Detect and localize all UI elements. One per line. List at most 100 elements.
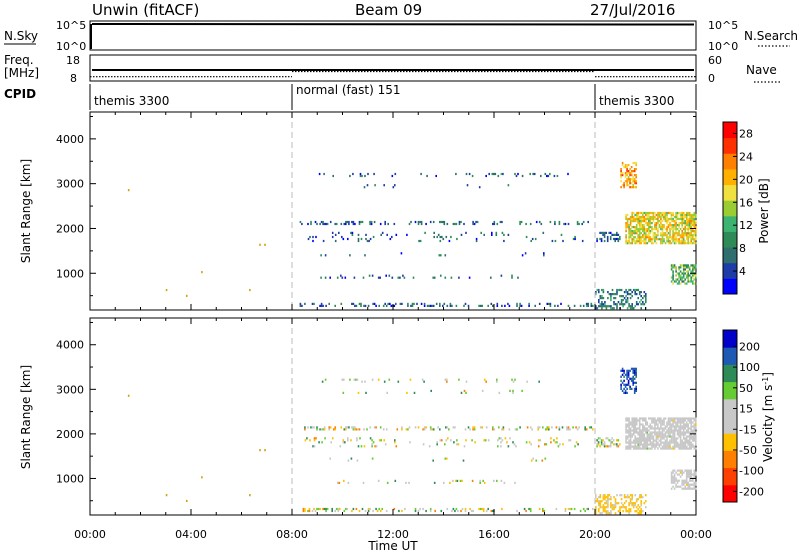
velocity-ylabel: Slant Range [km] — [19, 365, 33, 469]
power-colorbar-swatch-10 — [723, 122, 737, 139]
power-colorbar-swatch-8 — [723, 153, 737, 170]
power-colorbar-swatch-4 — [723, 215, 737, 232]
power-colorbar-swatch-6 — [723, 184, 737, 201]
velocity-ytick-0: 1000 — [56, 472, 84, 485]
nave-tick-bottom: 0 — [708, 72, 715, 85]
power-region-1 — [625, 211, 697, 245]
power-colorbar-swatch-1 — [723, 262, 737, 279]
power-ytick-3: 4000 — [56, 133, 84, 146]
power-region-4 — [299, 220, 589, 226]
velocity-colorbar-tick-7: -200 — [739, 485, 764, 498]
power-colorbar-swatch-2 — [723, 247, 737, 264]
freq-unit: [MHz] — [4, 66, 39, 80]
velocity-colorbar-swatch-0 — [723, 484, 737, 503]
power-colorbar: 4 8 12 16 20 24 28 — [722, 121, 753, 295]
velocity-colorbar-tick-4: -15 — [739, 423, 757, 436]
power-colorbar-swatch-5 — [723, 200, 737, 217]
velocity-region-3 — [596, 437, 621, 448]
power-region-2 — [620, 161, 637, 189]
velocity-panel: 1000 2000 3000 4000 Slant Range [km] 200 100… — [19, 317, 776, 516]
velocity-colorbar-tick-3: 15 — [739, 403, 753, 416]
nsky-series — [91, 23, 695, 26]
velocity-ytick-3: 4000 — [56, 339, 84, 352]
velocity-region-4 — [304, 426, 594, 431]
power-region-7 — [318, 172, 569, 178]
time-tick-5: 20:00 — [579, 528, 611, 541]
velocity-colorbar-label: Velocity [m s-1] — [761, 372, 776, 462]
velocity-region-10 — [329, 457, 547, 462]
power-region-9 — [320, 274, 519, 279]
velocity-ytick-1: 2000 — [56, 428, 84, 441]
velocity-colorbar-tick-6: -100 — [739, 465, 764, 478]
velocity-ytick-2: 3000 — [56, 383, 84, 396]
power-colorbar-tick-0: 4 — [739, 265, 746, 278]
power-colorbar-swatch-3 — [723, 231, 737, 248]
velocity-colorbar-tick-5: -50 — [739, 444, 757, 457]
power-colorbar-tick-1: 8 — [739, 242, 746, 255]
station-title: Unwin (fitACF) — [92, 1, 199, 19]
power-colorbar-tick-2: 12 — [739, 219, 753, 232]
velocity-region-11 — [304, 437, 579, 448]
velocity-region-2 — [620, 367, 637, 394]
time-tick-0: 00:00 — [74, 528, 106, 541]
power-colorbar-tick-3: 16 — [739, 196, 753, 209]
velocity-colorbar-swatch-7 — [723, 364, 737, 383]
velocity-heatmap — [127, 367, 697, 515]
power-region-6 — [595, 288, 647, 310]
time-xlabel: Time UT — [367, 539, 418, 553]
power-colorbar-tick-6: 28 — [739, 127, 753, 140]
power-ytick-0: 1000 — [56, 267, 84, 280]
power-ytick-2: 3000 — [56, 178, 84, 191]
time-tick-3: 12:00 — [377, 528, 409, 541]
power-region-8 — [363, 184, 510, 189]
nsearch-label: N.Search — [744, 29, 798, 43]
cpid-segment-2: themis 3300 — [599, 94, 674, 108]
nsearch-tick-top: 10^5 — [708, 19, 738, 32]
freq-tick-bottom: 8 — [70, 72, 77, 85]
nave-series — [90, 70, 696, 78]
velocity-region-9 — [336, 479, 516, 484]
velocity-colorbar-tick-0: 200 — [739, 340, 760, 353]
power-colorbar-label: Power [dB] — [757, 178, 771, 243]
power-ytick-1: 2000 — [56, 222, 84, 235]
cpid-segment-1: normal (fast) 151 — [296, 83, 400, 97]
date-title: 27/Jul/2016 — [590, 1, 675, 19]
velocity-colorbar-swatch-6 — [723, 381, 737, 400]
power-region-0 — [596, 231, 621, 243]
time-tick-6: 00:00 — [680, 528, 712, 541]
time-tick-4: 16:00 — [478, 528, 510, 541]
power-heatmap — [127, 161, 697, 310]
power-colorbar-tick-5: 24 — [739, 150, 753, 163]
freq-tick-top: 18 — [66, 54, 80, 67]
velocity-region-0 — [625, 417, 697, 450]
beam-title: Beam 09 — [355, 1, 422, 19]
velocity-region-7 — [321, 378, 540, 383]
time-tick-1: 04:00 — [175, 528, 207, 541]
power-region-5 — [299, 302, 594, 307]
cpid-panel: CPID themis 3300 normal (fast) 151 themis … — [4, 83, 697, 110]
nsearch-tick-bottom: 10^0 — [708, 40, 738, 53]
velocity-colorbar-swatch-1 — [723, 467, 737, 486]
velocity-colorbar-swatch-4 — [723, 416, 737, 434]
time-tick-2: 08:00 — [276, 528, 308, 541]
nave-tick-top: 60 — [708, 54, 722, 67]
power-region-3 — [670, 264, 697, 285]
time-axis: 00:00 04:00 08:00 12:00 16:00 20:00 00:00 — [74, 528, 712, 541]
power-region-11 — [307, 231, 584, 243]
cpid-label: CPID — [4, 87, 36, 101]
nsky-tick-bottom: 10^0 — [56, 40, 86, 53]
velocity-region-5 — [302, 507, 594, 513]
freq-panel: Freq. [MHz] 18 8 60 0 Nave — [4, 53, 782, 85]
velocity-colorbar-tick-1: 100 — [739, 361, 760, 374]
velocity-colorbar-swatch-8 — [723, 347, 737, 365]
velocity-colorbar-tick-2: 50 — [739, 382, 753, 395]
velocity-colorbar-swatch-2 — [723, 450, 737, 469]
power-panel: 1000 2000 3000 4000 Slant Range [km] 4 8 12 16… — [19, 111, 771, 311]
velocity-colorbar-swatch-3 — [723, 433, 737, 451]
power-colorbar-swatch-7 — [723, 168, 737, 186]
velocity-colorbar-swatch-5 — [723, 398, 737, 417]
power-region-10 — [320, 252, 545, 257]
velocity-region-8 — [342, 389, 523, 394]
nsky-panel: N.Sky 10^5 10^0 10^5 10^0 N.Search — [4, 19, 798, 53]
